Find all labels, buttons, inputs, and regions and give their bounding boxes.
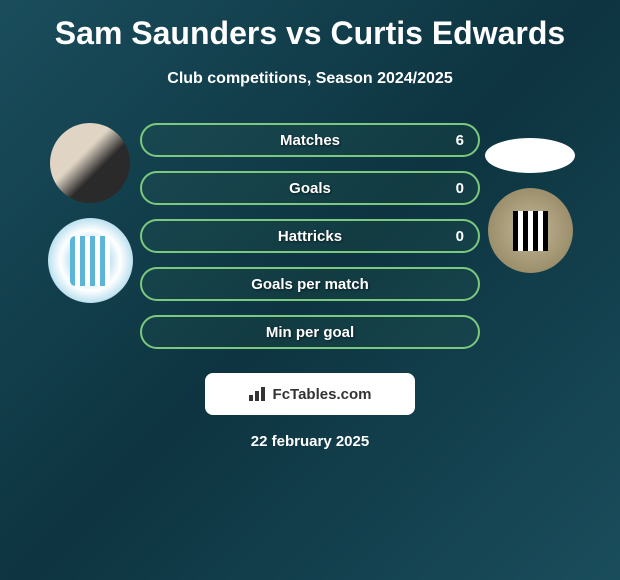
stat-label: Matches — [280, 132, 340, 149]
footer-date: 22 february 2025 — [251, 433, 369, 450]
stat-row-goals-per-match: Goals per match — [140, 267, 480, 301]
main-content: Matches 6 Goals 0 Hattricks 0 Goals per … — [0, 123, 620, 349]
player1-avatar — [50, 123, 130, 203]
club1-badge — [48, 218, 133, 303]
site-badge[interactable]: FcTables.com — [205, 373, 415, 415]
player-left-column — [40, 123, 140, 303]
stats-column: Matches 6 Goals 0 Hattricks 0 Goals per … — [140, 123, 480, 349]
chart-icon — [249, 387, 267, 401]
stat-label: Min per goal — [266, 324, 354, 341]
club2-badge — [488, 188, 573, 273]
stat-row-min-per-goal: Min per goal — [140, 315, 480, 349]
stat-val-right: 0 — [456, 180, 464, 197]
page-title: Sam Saunders vs Curtis Edwards — [55, 15, 565, 52]
stat-label: Goals — [289, 180, 331, 197]
stat-row-goals: Goals 0 — [140, 171, 480, 205]
stat-row-hattricks: Hattricks 0 — [140, 219, 480, 253]
stat-val-right: 6 — [456, 132, 464, 149]
site-badge-text: FcTables.com — [273, 386, 372, 403]
stat-val-right: 0 — [456, 228, 464, 245]
comparison-container: Sam Saunders vs Curtis Edwards Club comp… — [0, 0, 620, 460]
stat-row-matches: Matches 6 — [140, 123, 480, 157]
page-subtitle: Club competitions, Season 2024/2025 — [167, 70, 452, 88]
player2-avatar — [485, 138, 575, 173]
stat-label: Goals per match — [251, 276, 369, 293]
stat-label: Hattricks — [278, 228, 342, 245]
player-right-column — [480, 123, 580, 273]
